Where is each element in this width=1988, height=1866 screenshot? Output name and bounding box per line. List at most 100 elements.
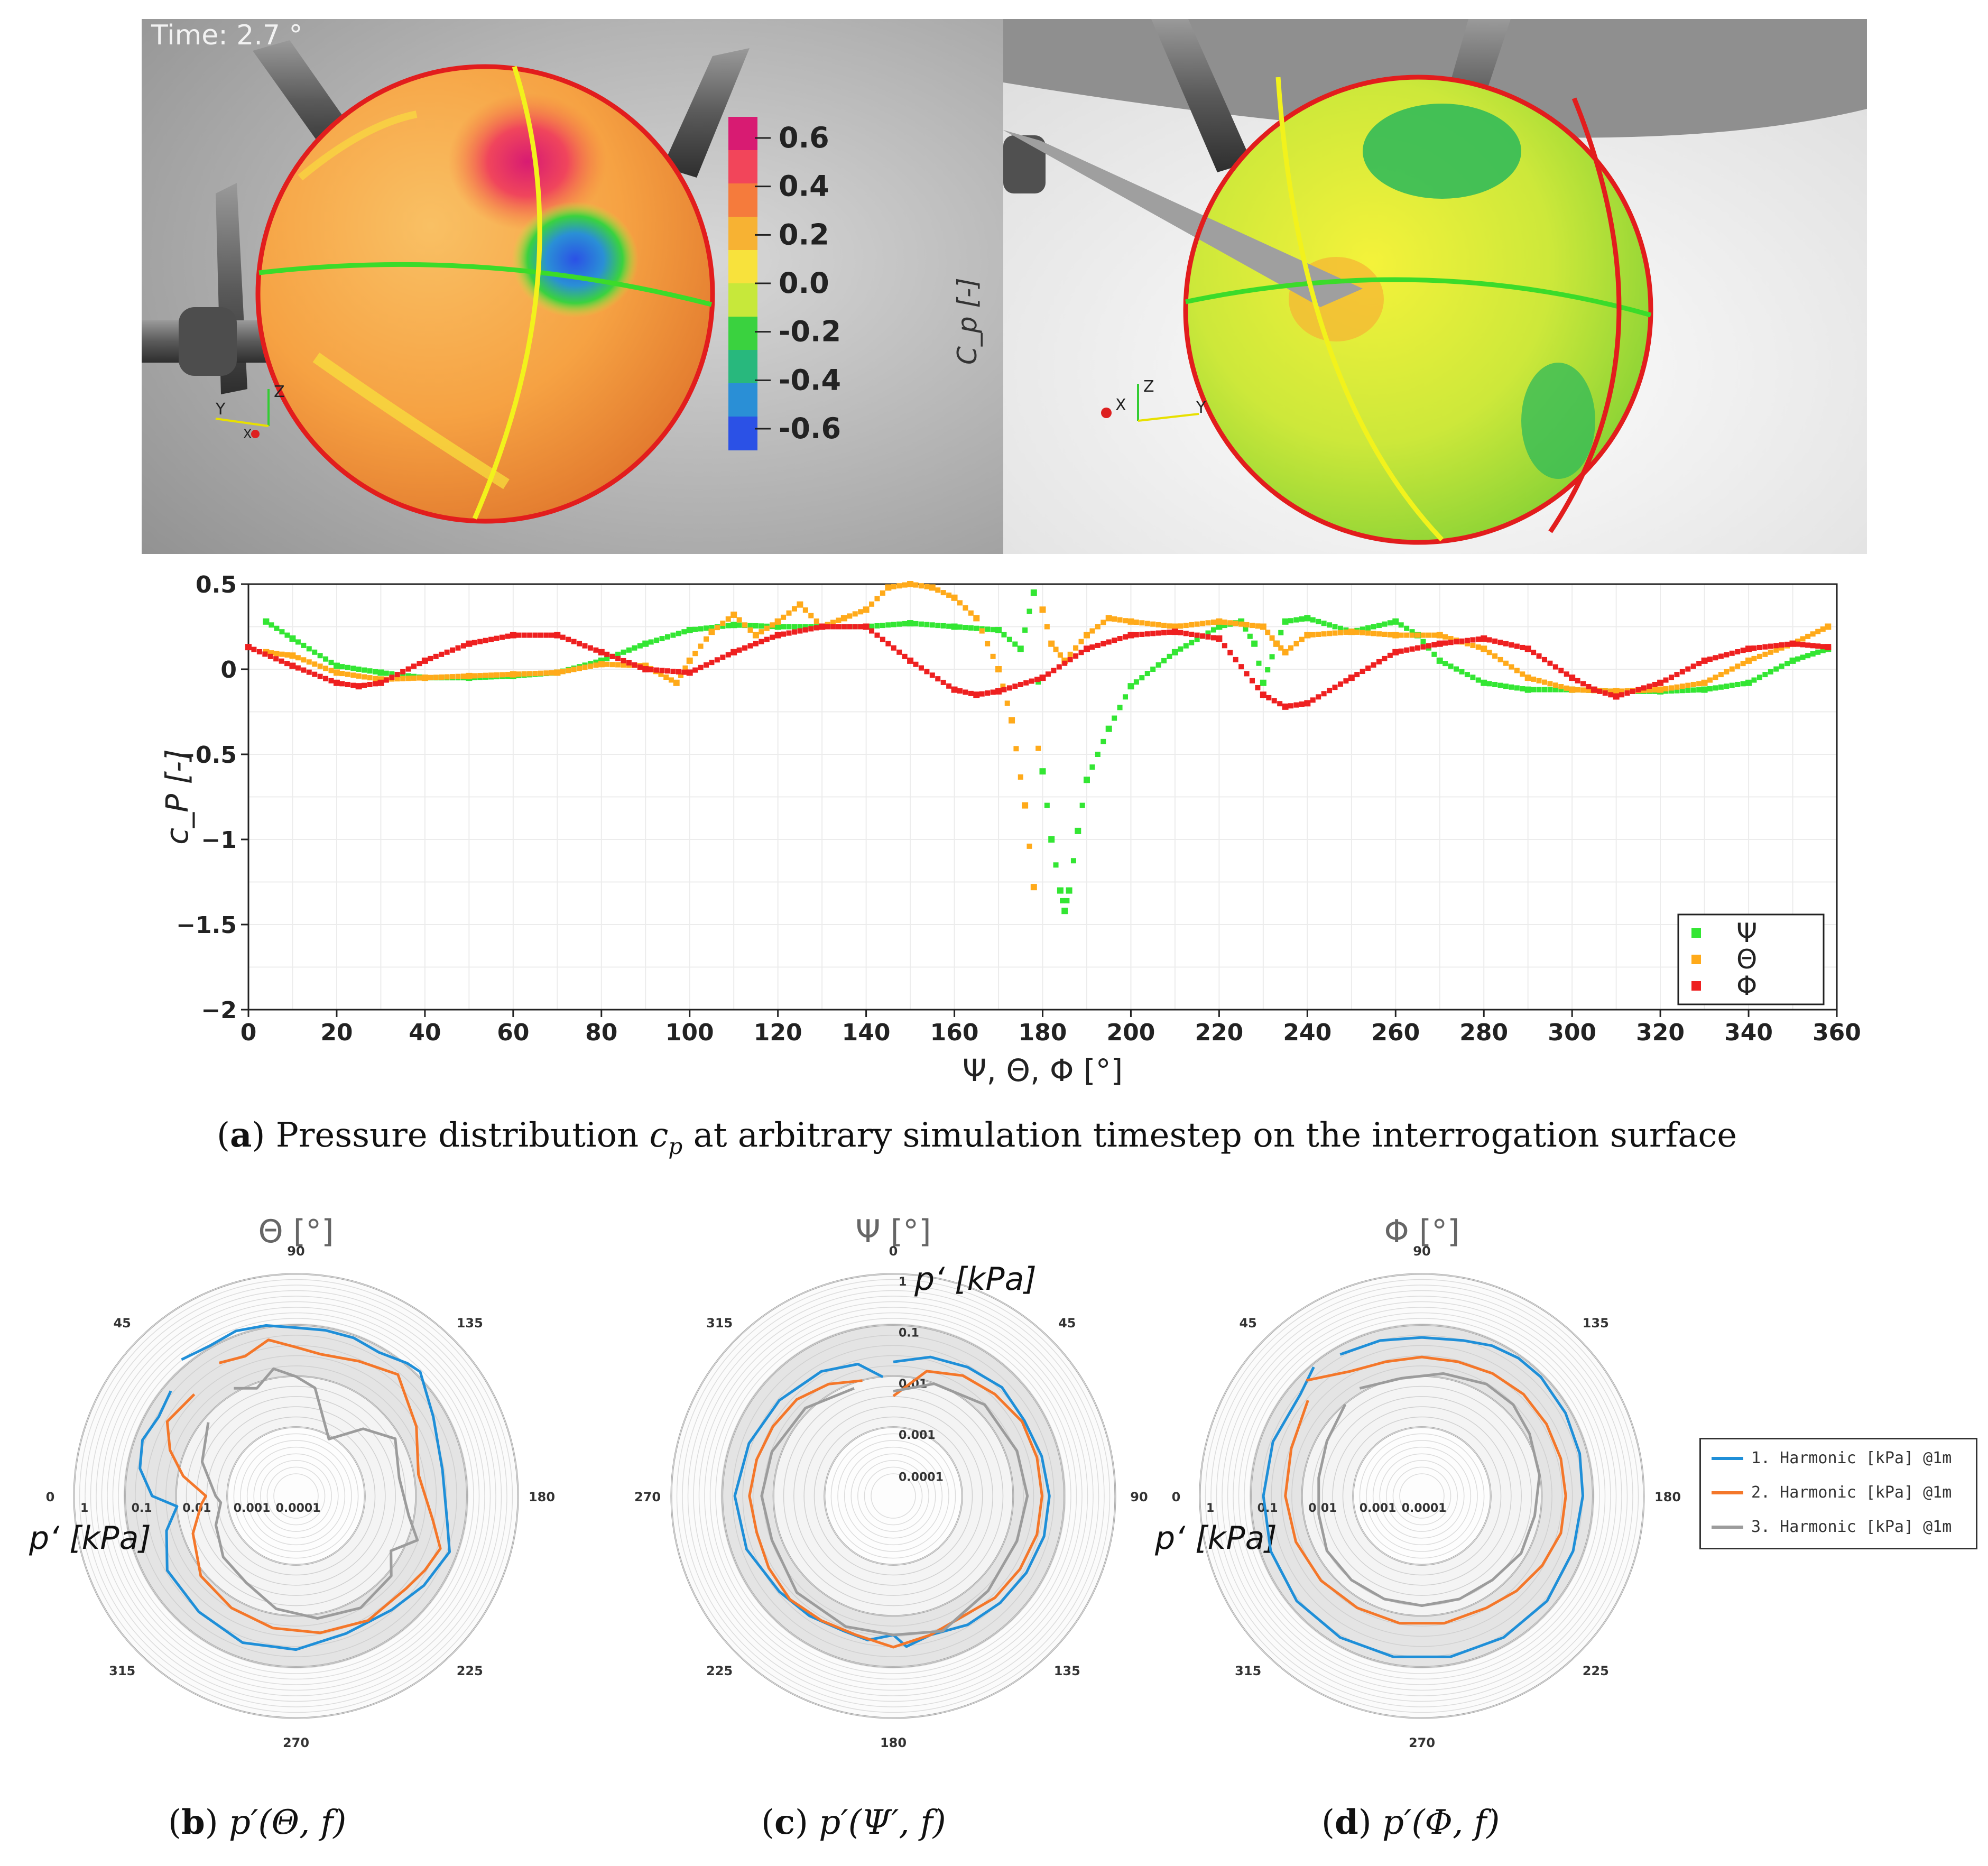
data-point bbox=[372, 676, 378, 681]
data-point bbox=[1436, 657, 1443, 664]
data-point bbox=[1415, 632, 1421, 638]
x-tick-label: 240 bbox=[1283, 1019, 1332, 1046]
data-point bbox=[362, 674, 367, 680]
data-point bbox=[301, 657, 307, 663]
data-point bbox=[1464, 638, 1470, 643]
y-tick-label: −0.5 bbox=[176, 742, 237, 769]
polar-series-3 bbox=[1317, 1372, 1541, 1607]
data-point bbox=[1022, 802, 1029, 809]
data-point bbox=[350, 672, 356, 678]
data-point bbox=[1105, 725, 1112, 732]
data-point bbox=[819, 623, 826, 630]
data-point bbox=[543, 670, 549, 676]
data-point bbox=[499, 634, 505, 640]
data-point bbox=[1701, 679, 1708, 686]
data-point bbox=[1707, 677, 1713, 683]
data-point bbox=[421, 675, 428, 681]
data-point bbox=[1825, 644, 1832, 651]
data-point bbox=[1238, 664, 1244, 670]
data-point bbox=[1067, 651, 1073, 657]
data-point bbox=[1552, 682, 1558, 688]
data-point bbox=[1481, 679, 1487, 686]
data-point bbox=[1255, 623, 1261, 629]
polar-angle-label: 270 bbox=[1409, 1735, 1435, 1750]
data-point bbox=[973, 615, 980, 622]
data-point bbox=[488, 636, 494, 642]
data-point bbox=[1251, 640, 1258, 647]
data-point bbox=[1282, 649, 1289, 655]
data-point bbox=[1227, 650, 1233, 655]
polar-radial-tick: 0.001 bbox=[899, 1429, 936, 1442]
data-point bbox=[1376, 659, 1382, 664]
data-point bbox=[1564, 671, 1569, 677]
data-point bbox=[1048, 640, 1055, 647]
data-point bbox=[428, 675, 433, 680]
data-point bbox=[1101, 738, 1106, 744]
data-point bbox=[951, 686, 958, 693]
polar-angle-label: 270 bbox=[634, 1490, 661, 1504]
colorbar-segment bbox=[728, 150, 757, 184]
data-point bbox=[902, 653, 908, 659]
polar-minor-ring bbox=[118, 1318, 474, 1674]
data-point bbox=[709, 625, 715, 631]
data-point bbox=[1779, 642, 1784, 648]
data-point bbox=[1360, 630, 1365, 635]
polar-minor-ring bbox=[773, 1375, 1014, 1616]
data-point bbox=[907, 581, 914, 587]
data-point bbox=[471, 673, 477, 679]
data-point bbox=[1820, 626, 1826, 632]
data-point bbox=[1161, 658, 1167, 663]
colorbar-segment bbox=[728, 350, 757, 384]
data-point bbox=[1619, 688, 1625, 694]
data-point bbox=[1321, 691, 1327, 697]
data-point bbox=[460, 643, 466, 649]
polar-ring bbox=[824, 1426, 963, 1566]
data-point bbox=[1269, 654, 1275, 660]
data-point bbox=[1740, 661, 1746, 667]
data-point bbox=[279, 629, 285, 635]
data-point bbox=[654, 638, 660, 643]
polar-minor-ring bbox=[273, 1473, 319, 1519]
data-point bbox=[1685, 666, 1691, 672]
polar-angle-label: 225 bbox=[706, 1664, 733, 1678]
data-point bbox=[1316, 694, 1321, 700]
polar-series-2 bbox=[165, 1338, 442, 1634]
data-point bbox=[802, 624, 808, 630]
data-point bbox=[566, 636, 571, 642]
data-point bbox=[1679, 669, 1685, 675]
data-point bbox=[698, 643, 704, 649]
polar-series-2 bbox=[748, 1370, 1043, 1649]
data-point bbox=[1070, 858, 1076, 864]
data-point bbox=[1023, 680, 1029, 686]
data-point bbox=[1127, 618, 1134, 625]
data-point bbox=[1729, 666, 1735, 672]
data-point bbox=[1089, 628, 1095, 634]
data-point bbox=[797, 628, 803, 634]
data-point bbox=[577, 666, 582, 671]
data-point bbox=[1575, 687, 1580, 693]
data-point bbox=[1299, 636, 1305, 642]
data-point bbox=[279, 658, 284, 664]
data-point bbox=[1101, 641, 1106, 646]
data-point bbox=[1713, 675, 1718, 680]
data-point bbox=[1035, 745, 1041, 751]
data-point bbox=[516, 632, 522, 638]
polar-minor-ring bbox=[1210, 1285, 1633, 1707]
x-tick-label: 360 bbox=[1813, 1019, 1861, 1046]
data-point bbox=[1321, 631, 1327, 637]
data-point bbox=[907, 620, 914, 627]
data-point bbox=[274, 625, 280, 631]
data-point bbox=[963, 605, 968, 611]
data-point bbox=[654, 667, 660, 673]
data-point bbox=[433, 675, 439, 680]
data-point bbox=[929, 622, 935, 628]
data-point bbox=[659, 636, 665, 642]
data-point bbox=[543, 632, 549, 638]
data-point bbox=[400, 676, 406, 681]
data-point bbox=[786, 610, 792, 616]
data-point bbox=[1089, 764, 1095, 770]
polar-minor-ring bbox=[1205, 1279, 1639, 1713]
data-point bbox=[323, 676, 329, 681]
data-point bbox=[1392, 618, 1399, 625]
data-point bbox=[1810, 643, 1816, 649]
